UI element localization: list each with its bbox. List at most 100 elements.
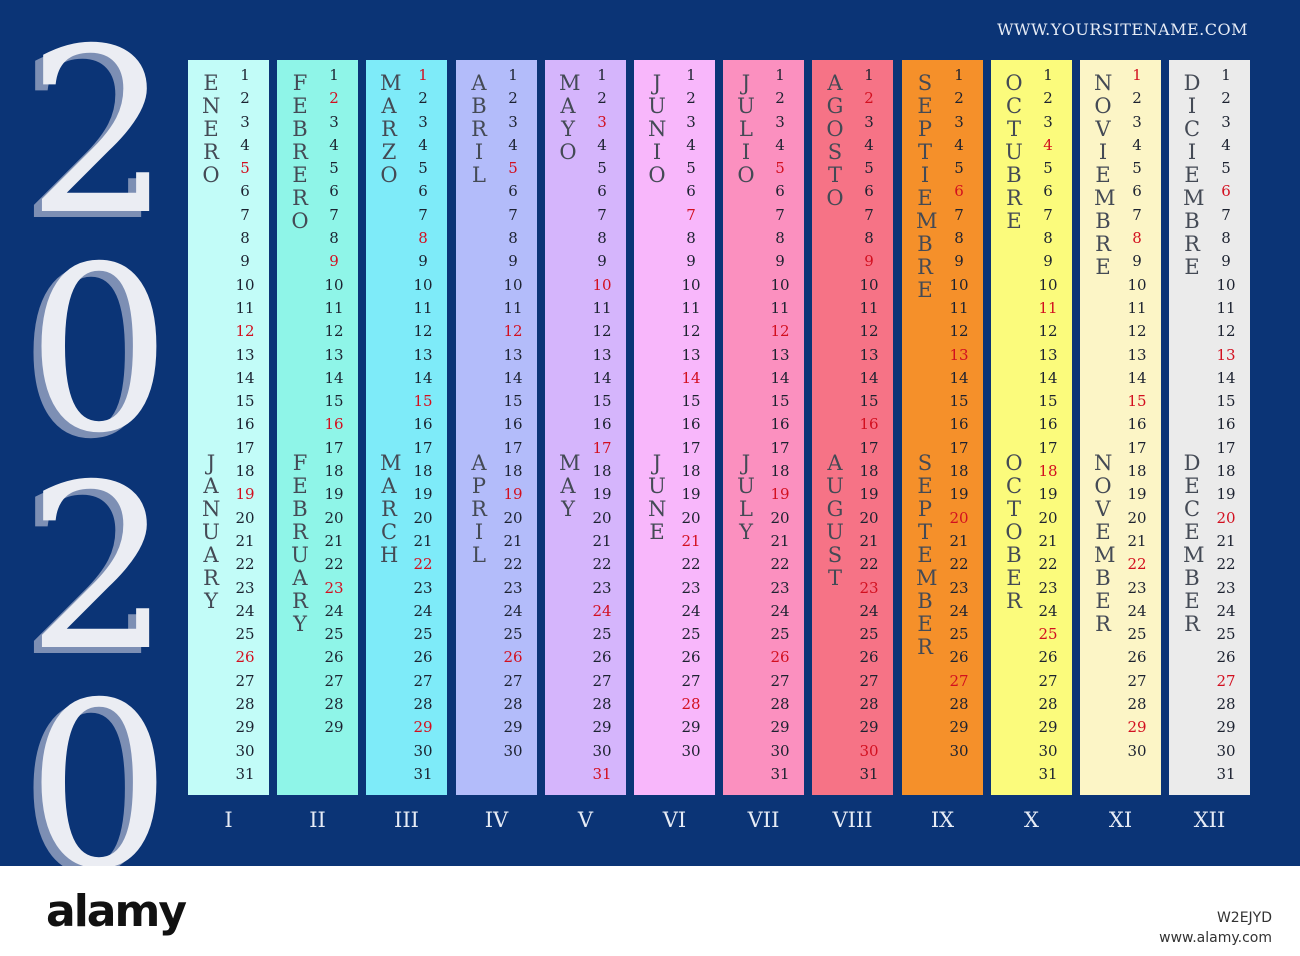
day-number: 3: [240, 112, 250, 131]
day-number: 18: [503, 462, 523, 481]
day-number: 7: [1221, 205, 1231, 224]
month-name-spanish: FEBRERO: [291, 71, 309, 233]
day-number: 19: [859, 485, 879, 504]
month-column: OCTUBRE OCTOBER 1 2 3 4 5 6 7 8 9 10 11 12 13 14 15 16 17 1…: [991, 60, 1072, 795]
day-number: 9: [1043, 252, 1053, 271]
day-list: 1 2 3 4 5 6 7 8 9 10 11 12 13 14 15 16 17 18 19 20 21 22 23 24 2…: [846, 64, 892, 786]
month-roman-numeral: V: [577, 808, 594, 832]
day-number-holiday: 21: [681, 531, 701, 550]
day-number: 20: [681, 508, 701, 527]
day-number: 15: [592, 392, 612, 411]
day-number: 21: [503, 531, 523, 550]
day-number-holiday: 8: [418, 229, 428, 248]
day-number: 7: [954, 205, 964, 224]
day-number: 20: [859, 508, 879, 527]
day-number: 10: [1127, 275, 1147, 294]
day-number: 9: [1132, 252, 1142, 271]
day-number: 7: [864, 205, 874, 224]
day-number: 28: [235, 695, 255, 714]
day-number-holiday: 15: [1127, 392, 1147, 411]
day-number: 11: [1127, 298, 1147, 317]
day-number-holiday: 11: [1038, 298, 1058, 317]
day-number: 21: [1038, 531, 1058, 550]
day-number: 18: [1216, 462, 1236, 481]
day-number-holiday: 2: [864, 89, 874, 108]
day-number-holiday: 24: [592, 601, 612, 620]
day-number: 23: [1038, 578, 1058, 597]
day-number: 23: [413, 578, 433, 597]
day-number: 25: [592, 625, 612, 644]
day-number: 21: [859, 531, 879, 550]
day-number-holiday: 1: [418, 66, 428, 84]
day-number: 4: [1221, 135, 1231, 154]
day-number: 11: [681, 298, 701, 317]
day-number: 23: [949, 578, 969, 597]
day-number: 12: [1127, 322, 1147, 341]
day-number: 17: [1127, 438, 1147, 457]
day-number-holiday: 19: [503, 485, 523, 504]
month-roman-numeral: III: [394, 808, 419, 832]
day-number-holiday: 17: [592, 438, 612, 457]
day-number: 8: [1043, 229, 1053, 248]
day-number: 12: [324, 322, 344, 341]
month-roman-numeral: IX: [930, 808, 955, 832]
day-number: 28: [503, 695, 523, 714]
day-number: 16: [592, 415, 612, 434]
day-number: 13: [770, 345, 790, 364]
month-name-spanish: OCTUBRE: [1005, 71, 1023, 233]
day-number: 27: [413, 671, 433, 690]
day-number: 9: [597, 252, 607, 271]
day-number: 23: [503, 578, 523, 597]
day-number: 18: [681, 462, 701, 481]
day-number: 15: [324, 392, 344, 411]
day-number: 18: [949, 462, 969, 481]
day-number: 26: [859, 648, 879, 667]
day-number: 14: [949, 368, 969, 387]
day-list: 1 2 3 4 5 6 7 8 9 10 11 12 13 14 15 16 17 18 19 20 21 22 23 24 2…: [757, 64, 803, 786]
day-number: 1: [686, 66, 696, 84]
day-number: 13: [1127, 345, 1147, 364]
day-number: 5: [1043, 159, 1053, 178]
day-number: 22: [324, 555, 344, 574]
day-number: 12: [949, 322, 969, 341]
day-number: 15: [859, 392, 879, 411]
month-roman-numeral: VI: [662, 808, 687, 832]
day-number: 6: [329, 182, 339, 201]
day-number: 7: [418, 205, 428, 224]
day-number: 4: [418, 135, 428, 154]
day-number: 9: [775, 252, 785, 271]
day-number: 29: [503, 718, 523, 737]
day-number: 9: [508, 252, 518, 271]
month-roman-numeral: XI: [1108, 808, 1133, 832]
day-number: 7: [508, 205, 518, 224]
day-number-holiday: 9: [864, 252, 874, 271]
day-number: 21: [413, 531, 433, 550]
day-number-holiday: 22: [1127, 555, 1147, 574]
day-number: 7: [329, 205, 339, 224]
day-number: 3: [954, 112, 964, 131]
day-number: 29: [859, 718, 879, 737]
day-number-holiday: 27: [949, 671, 969, 690]
day-number: 10: [235, 275, 255, 294]
month-name-spanish: DICIEMBRE: [1183, 71, 1205, 279]
day-number: 5: [864, 159, 874, 178]
day-number-holiday: 20: [1216, 508, 1236, 527]
day-number: 23: [235, 578, 255, 597]
day-number: 18: [324, 462, 344, 481]
month-column: FEBRERO FEBRUARY 1 2 3 4 5 6 7 8 9 10 11 12 13 14 15 16 17…: [277, 60, 358, 795]
month-column: SEPTIEMBRE SEPTEMBER 1 2 3 4 5 6 7 8 9 10 11 12 13 14 15…: [902, 60, 983, 795]
day-number: 21: [324, 531, 344, 550]
day-number: 26: [413, 648, 433, 667]
day-number: 27: [1127, 671, 1147, 690]
day-number: 23: [770, 578, 790, 597]
day-number-holiday: 13: [949, 345, 969, 364]
day-number: 20: [1127, 508, 1147, 527]
day-number: 2: [418, 89, 428, 108]
day-number: 13: [324, 345, 344, 364]
brand-logo: alamy: [46, 886, 187, 937]
day-number: 27: [592, 671, 612, 690]
day-number: 31: [1216, 764, 1236, 783]
day-number-holiday: 12: [503, 322, 523, 341]
day-number: 25: [503, 625, 523, 644]
day-number: 14: [1038, 368, 1058, 387]
